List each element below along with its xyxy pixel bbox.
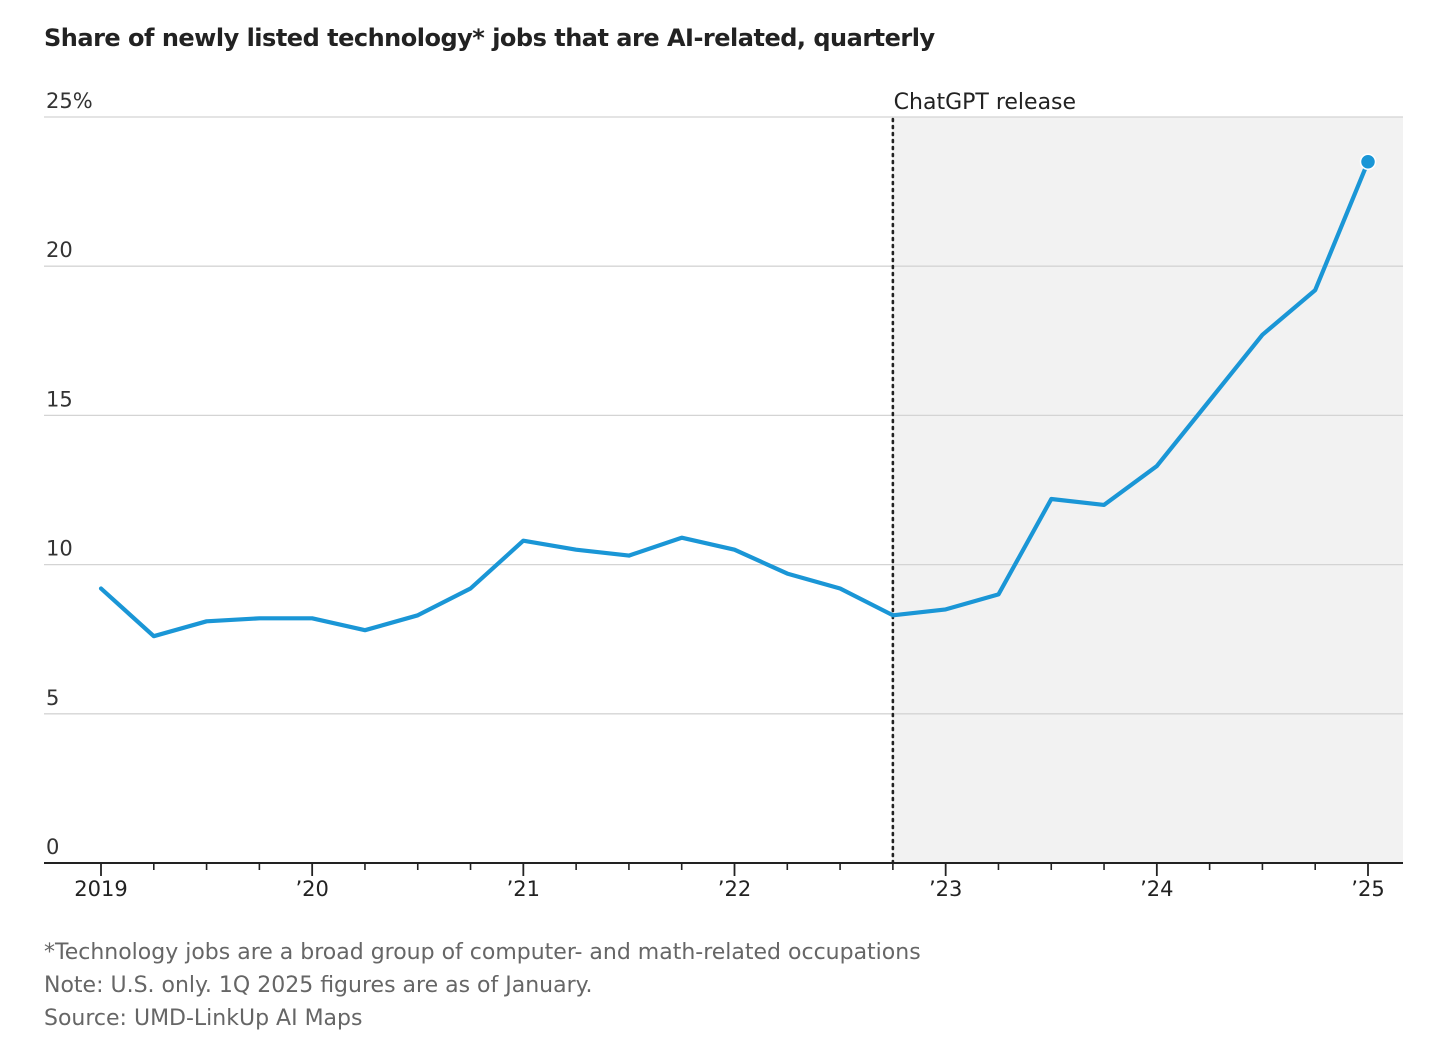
y-tick-label: 25% <box>46 89 93 113</box>
chart-title: Share of newly listed technology* jobs t… <box>44 24 935 52</box>
gridlines <box>44 116 1403 715</box>
footnote-note: Note: U.S. only. 1Q 2025 figures are as … <box>44 973 593 998</box>
footnote-source: Source: UMD-LinkUp AI Maps <box>44 1006 363 1031</box>
y-axis-labels: 0 5 10 15 20 25% <box>46 89 93 859</box>
x-tick-label: ’24 <box>1140 877 1173 901</box>
annotation-layer: ChatGPT release <box>891 90 1076 865</box>
x-axis: 2019 ’20 ’21 ’22 ’23 ’24 ’25 <box>44 862 1403 901</box>
y-tick-label: 20 <box>46 238 73 262</box>
x-tick-label: ’21 <box>507 877 540 901</box>
y-tick-label: 5 <box>46 686 59 710</box>
line-chart: 0 5 10 15 20 25% ChatGPT release 2019 ’20 ’21 ’2… <box>44 89 1403 901</box>
y-tick-label: 15 <box>46 387 73 411</box>
x-tick-label: ’22 <box>718 877 751 901</box>
x-tick-label: ’20 <box>295 877 328 901</box>
x-tick-label: ’23 <box>929 877 962 901</box>
endpoint-marker <box>1359 153 1377 171</box>
series-line <box>98 159 1371 639</box>
series-layer <box>98 153 1377 639</box>
footnotes: *Technology jobs are a broad group of co… <box>44 936 921 1035</box>
shaded-region-layer <box>892 117 1403 863</box>
x-tick-label: ’25 <box>1351 877 1384 901</box>
y-tick-label: 0 <box>46 835 59 859</box>
y-tick-label: 10 <box>46 537 73 561</box>
shaded-region <box>892 117 1403 863</box>
x-tick-label: 2019 <box>74 877 127 901</box>
footnote-definition: *Technology jobs are a broad group of co… <box>44 940 921 965</box>
chatgpt-release-label: ChatGPT release <box>894 90 1076 115</box>
